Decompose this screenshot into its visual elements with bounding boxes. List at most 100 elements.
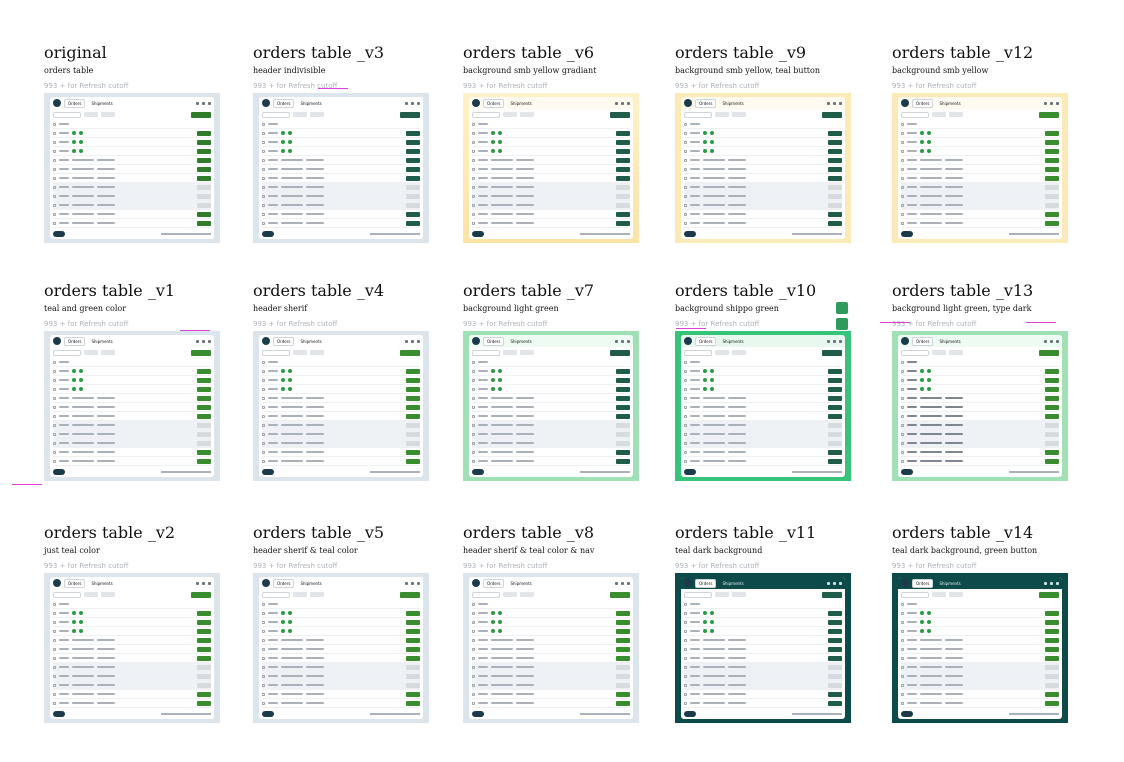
row-action-button[interactable] bbox=[1045, 413, 1059, 419]
row-checkbox[interactable] bbox=[684, 185, 687, 189]
row-action-button[interactable] bbox=[616, 395, 630, 401]
row-action-button[interactable] bbox=[197, 458, 211, 464]
table-row[interactable] bbox=[901, 600, 1059, 609]
row-checkbox[interactable] bbox=[901, 423, 904, 427]
row-action-button[interactable] bbox=[616, 386, 630, 392]
row-checkbox[interactable] bbox=[684, 459, 687, 463]
search-input[interactable] bbox=[901, 111, 929, 118]
row-action-button[interactable] bbox=[1045, 184, 1059, 190]
tab-orders[interactable]: Orders bbox=[64, 336, 86, 346]
filter-button[interactable] bbox=[84, 112, 98, 117]
table-row[interactable] bbox=[472, 147, 630, 156]
row-checkbox[interactable] bbox=[472, 701, 475, 705]
row-checkbox[interactable] bbox=[472, 221, 475, 225]
row-checkbox[interactable] bbox=[684, 638, 687, 642]
table-row[interactable] bbox=[53, 681, 211, 690]
row-action-button[interactable] bbox=[406, 202, 420, 208]
row-action-button[interactable] bbox=[828, 175, 842, 181]
row-checkbox[interactable] bbox=[684, 620, 687, 624]
row-checkbox[interactable] bbox=[684, 450, 687, 454]
row-action-button[interactable] bbox=[828, 157, 842, 163]
row-checkbox[interactable] bbox=[262, 360, 265, 364]
row-checkbox[interactable] bbox=[472, 441, 475, 445]
row-checkbox[interactable] bbox=[901, 629, 904, 633]
table-row[interactable] bbox=[472, 358, 630, 367]
row-checkbox[interactable] bbox=[901, 701, 904, 705]
row-action-button[interactable] bbox=[616, 368, 630, 374]
row-action-button[interactable] bbox=[406, 628, 420, 634]
create-label-button[interactable] bbox=[400, 349, 420, 356]
table-row[interactable] bbox=[901, 412, 1059, 421]
table-row[interactable] bbox=[472, 394, 630, 403]
tab-shipments[interactable]: Shipments bbox=[510, 580, 532, 586]
settings-icon[interactable] bbox=[405, 339, 408, 343]
row-checkbox[interactable] bbox=[472, 611, 475, 615]
row-action-button[interactable] bbox=[828, 610, 842, 616]
table-row[interactable] bbox=[262, 394, 420, 403]
row-action-button[interactable] bbox=[197, 166, 211, 172]
table-row[interactable] bbox=[901, 609, 1059, 618]
table-row[interactable] bbox=[684, 439, 842, 448]
table-row[interactable] bbox=[901, 358, 1059, 367]
tab-orders[interactable]: Orders bbox=[273, 578, 295, 588]
table-row[interactable] bbox=[901, 201, 1059, 210]
filter-button[interactable] bbox=[715, 112, 729, 117]
row-action-button[interactable] bbox=[197, 211, 211, 217]
search-input[interactable] bbox=[684, 349, 712, 356]
sync-orders-button[interactable] bbox=[101, 350, 115, 355]
table-row[interactable] bbox=[684, 376, 842, 385]
row-checkbox[interactable] bbox=[262, 647, 265, 651]
create-label-button[interactable] bbox=[610, 349, 630, 356]
row-action-button[interactable] bbox=[406, 673, 420, 679]
sync-orders-button[interactable] bbox=[520, 592, 534, 597]
row-action-button[interactable] bbox=[828, 202, 842, 208]
row-action-button[interactable] bbox=[1045, 130, 1059, 136]
row-checkbox[interactable] bbox=[262, 167, 265, 171]
table-row[interactable] bbox=[684, 394, 842, 403]
tab-shipments[interactable]: Shipments bbox=[91, 100, 113, 106]
tab-shipments[interactable]: Shipments bbox=[300, 338, 322, 344]
create-label-button[interactable] bbox=[1039, 111, 1059, 118]
row-action-button[interactable] bbox=[616, 193, 630, 199]
table-row[interactable] bbox=[684, 421, 842, 430]
row-checkbox[interactable] bbox=[901, 441, 904, 445]
row-checkbox[interactable] bbox=[901, 122, 904, 126]
row-checkbox[interactable] bbox=[684, 602, 687, 606]
settings-icon[interactable] bbox=[615, 339, 618, 343]
row-checkbox[interactable] bbox=[262, 414, 265, 418]
row-action-button[interactable] bbox=[1045, 404, 1059, 410]
row-action-button[interactable] bbox=[197, 449, 211, 455]
user-icon[interactable] bbox=[839, 581, 842, 585]
table-row[interactable] bbox=[472, 421, 630, 430]
table-row[interactable] bbox=[684, 663, 842, 672]
tab-shipments[interactable]: Shipments bbox=[91, 580, 113, 586]
row-checkbox[interactable] bbox=[901, 459, 904, 463]
table-row[interactable] bbox=[53, 618, 211, 627]
search-input[interactable] bbox=[262, 349, 290, 356]
table-row[interactable] bbox=[53, 412, 211, 421]
table-row[interactable] bbox=[472, 654, 630, 663]
row-checkbox[interactable] bbox=[684, 674, 687, 678]
row-checkbox[interactable] bbox=[684, 158, 687, 162]
row-checkbox[interactable] bbox=[53, 122, 56, 126]
bell-icon[interactable] bbox=[621, 101, 624, 105]
user-icon[interactable] bbox=[1056, 339, 1059, 343]
create-label-button[interactable] bbox=[400, 591, 420, 598]
row-action-button[interactable] bbox=[1045, 386, 1059, 392]
row-action-button[interactable] bbox=[197, 130, 211, 136]
row-checkbox[interactable] bbox=[53, 459, 56, 463]
table-row[interactable] bbox=[53, 448, 211, 457]
row-action-button[interactable] bbox=[406, 431, 420, 437]
help-button[interactable] bbox=[472, 469, 484, 475]
help-button[interactable] bbox=[684, 231, 696, 237]
row-checkbox[interactable] bbox=[472, 360, 475, 364]
row-checkbox[interactable] bbox=[262, 620, 265, 624]
row-action-button[interactable] bbox=[197, 193, 211, 199]
row-action-button[interactable] bbox=[406, 184, 420, 190]
tab-orders[interactable]: Orders bbox=[483, 98, 505, 108]
help-button[interactable] bbox=[472, 711, 484, 717]
table-row[interactable] bbox=[901, 174, 1059, 183]
row-action-button[interactable] bbox=[406, 449, 420, 455]
row-checkbox[interactable] bbox=[262, 656, 265, 660]
table-row[interactable] bbox=[262, 403, 420, 412]
